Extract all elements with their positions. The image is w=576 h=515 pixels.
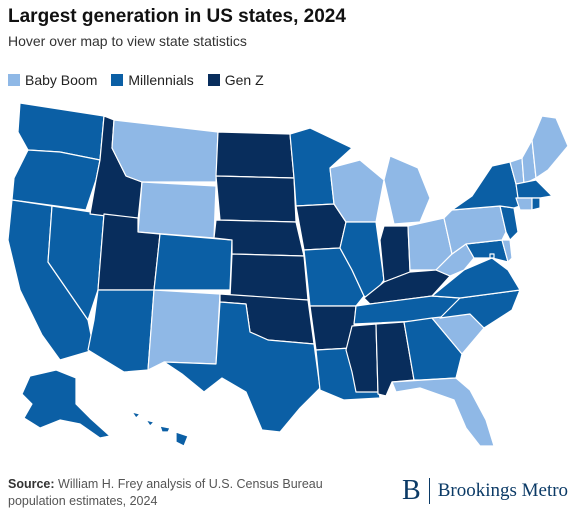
state-florida[interactable] [391, 377, 495, 447]
legend: Baby Boom Millennials Gen Z [8, 72, 264, 88]
source-text: William H. Frey analysis of U.S. Census … [8, 477, 323, 508]
state-rhode-island[interactable] [531, 197, 541, 211]
state-arizona[interactable] [87, 289, 155, 373]
state-massachusetts[interactable] [515, 179, 553, 199]
logo-mark: B [402, 475, 421, 506]
state-new-york[interactable] [451, 161, 521, 211]
state-delaware[interactable] [501, 239, 513, 263]
state-colorado[interactable] [153, 233, 233, 291]
state-alaska[interactable] [21, 369, 111, 439]
state-montana[interactable] [111, 119, 219, 183]
source-label: Source: [8, 477, 55, 491]
legend-swatch-gen-z [207, 74, 220, 86]
state-new-mexico[interactable] [147, 289, 221, 371]
brookings-metro-logo: B Brookings Metro [402, 475, 568, 507]
legend-label-gen-z: Gen Z [224, 72, 264, 88]
legend-item-millennials[interactable]: Millennials [111, 72, 194, 88]
state-connecticut[interactable] [515, 197, 533, 211]
logo-text: Brookings Metro [437, 480, 569, 501]
legend-item-gen-z[interactable]: Gen Z [207, 72, 264, 88]
source-note: Source: William H. Frey analysis of U.S.… [8, 476, 368, 510]
legend-label-baby-boom: Baby Boom [25, 72, 98, 88]
state-oregon[interactable] [11, 149, 101, 211]
map-title: Largest generation in US states, 2024 [8, 6, 346, 27]
us-states-map [7, 102, 569, 447]
legend-label-millennials: Millennials [128, 72, 194, 88]
state-texas[interactable] [163, 301, 321, 433]
logo-divider [428, 478, 430, 504]
state-maine[interactable] [531, 115, 569, 179]
state-michigan[interactable] [383, 155, 431, 225]
state-wyoming[interactable] [137, 181, 217, 239]
state-kansas[interactable] [229, 253, 309, 301]
state-north-dakota[interactable] [215, 131, 295, 179]
legend-item-baby-boom[interactable]: Baby Boom [8, 72, 97, 88]
legend-swatch-millennials [111, 74, 124, 86]
map-subtitle: Hover over map to view state statistics [8, 33, 247, 49]
state-hawaii[interactable] [131, 411, 189, 447]
legend-swatch-baby-boom [8, 74, 20, 86]
state-south-dakota[interactable] [215, 175, 297, 223]
state-district-of-columbia[interactable] [489, 253, 495, 259]
